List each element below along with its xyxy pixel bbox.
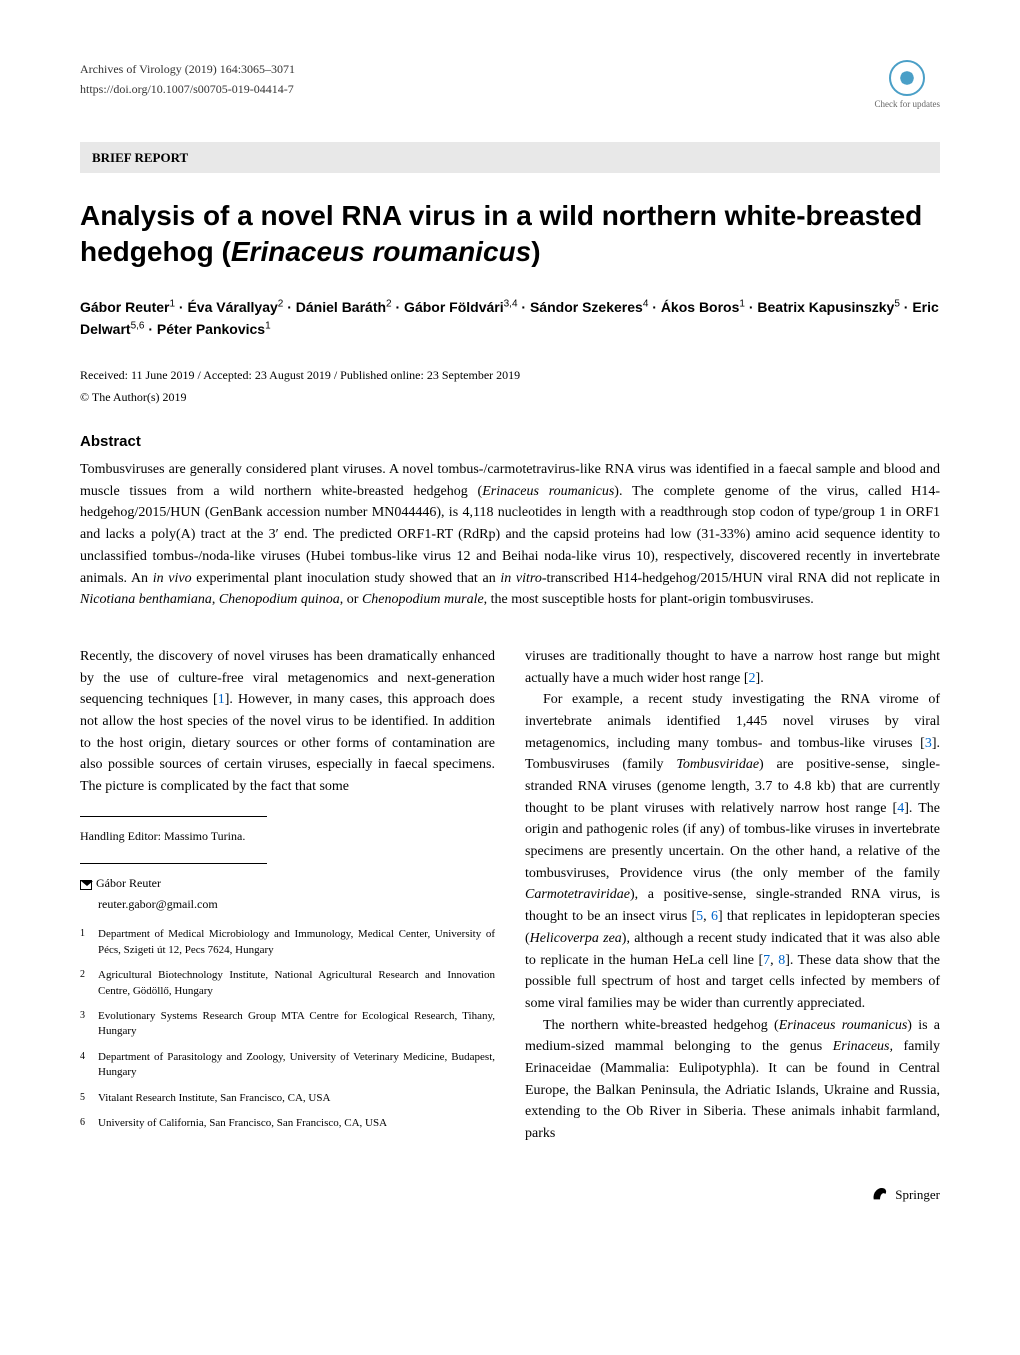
affiliation: 6University of California, San Francisco… — [80, 1116, 495, 1131]
publisher-name: Springer — [895, 1185, 940, 1205]
corresponding-author: Gábor Reuter — [80, 874, 495, 893]
handling-editor: Handling Editor: Massimo Turina. — [80, 827, 495, 846]
springer-horse-icon — [871, 1185, 889, 1203]
body-columns: Recently, the discovery of novel viruses… — [80, 646, 940, 1145]
affiliation: 1Department of Medical Microbiology and … — [80, 927, 495, 958]
separator — [80, 816, 267, 817]
footer: Springer — [80, 1185, 940, 1205]
affiliation: 2Agricultural Biotechnology Institute, N… — [80, 968, 495, 999]
publisher-logo: Springer — [871, 1185, 940, 1205]
authors-list: Gábor Reuter1 · Éva Várallyay2 · Dániel … — [80, 296, 940, 341]
separator — [80, 863, 267, 864]
affil-num: 1 — [80, 927, 98, 958]
affil-text: University of California, San Francisco,… — [98, 1116, 387, 1131]
header-row: Archives of Virology (2019) 164:3065–307… — [80, 60, 940, 112]
check-updates-badge[interactable]: Check for updates — [875, 60, 940, 112]
copyright: © The Author(s) 2019 — [80, 388, 940, 406]
doi-link[interactable]: https://doi.org/10.1007/s00705-019-04414… — [80, 80, 875, 98]
affil-text: Vitalant Research Institute, San Francis… — [98, 1091, 330, 1106]
affil-num: 6 — [80, 1116, 98, 1131]
title-text: Analysis of a novel RNA virus in a wild … — [80, 200, 922, 267]
left-column: Recently, the discovery of novel viruses… — [80, 646, 495, 1145]
affil-num: 3 — [80, 1009, 98, 1040]
corresponding-name: Gábor Reuter — [96, 876, 161, 890]
affil-num: 2 — [80, 968, 98, 999]
affil-text: Department of Medical Microbiology and I… — [98, 927, 495, 958]
section-label: BRIEF REPORT — [80, 142, 940, 174]
affiliation: 5Vitalant Research Institute, San Franci… — [80, 1091, 495, 1106]
affiliation: 4Department of Parasitology and Zoology,… — [80, 1050, 495, 1081]
body-para: For example, a recent study investigatin… — [525, 689, 940, 1014]
corresponding-email[interactable]: reuter.gabor@gmail.com — [98, 895, 495, 914]
body-para: Recently, the discovery of novel viruses… — [80, 646, 495, 798]
right-column: viruses are traditionally thought to hav… — [525, 646, 940, 1145]
abstract-heading: Abstract — [80, 431, 940, 454]
mail-icon — [80, 880, 92, 890]
affiliation: 3Evolutionary Systems Research Group MTA… — [80, 1009, 495, 1040]
body-para: viruses are traditionally thought to hav… — [525, 646, 940, 689]
affil-text: Agricultural Biotechnology Institute, Na… — [98, 968, 495, 999]
affiliations: 1Department of Medical Microbiology and … — [80, 927, 495, 1131]
journal-citation: Archives of Virology (2019) 164:3065–307… — [80, 60, 875, 78]
abstract-text: Tombusviruses are generally considered p… — [80, 459, 940, 611]
affil-num: 4 — [80, 1050, 98, 1081]
article-dates: Received: 11 June 2019 / Accepted: 23 Au… — [80, 366, 940, 384]
check-updates-icon — [889, 60, 925, 96]
body-para: The northern white-breasted hedgehog (Er… — [525, 1015, 940, 1145]
affil-num: 5 — [80, 1091, 98, 1106]
header-left: Archives of Virology (2019) 164:3065–307… — [80, 60, 875, 98]
affil-text: Department of Parasitology and Zoology, … — [98, 1050, 495, 1081]
affil-text: Evolutionary Systems Research Group MTA … — [98, 1009, 495, 1040]
article-title: Analysis of a novel RNA virus in a wild … — [80, 198, 940, 271]
check-updates-label: Check for updates — [875, 98, 940, 112]
